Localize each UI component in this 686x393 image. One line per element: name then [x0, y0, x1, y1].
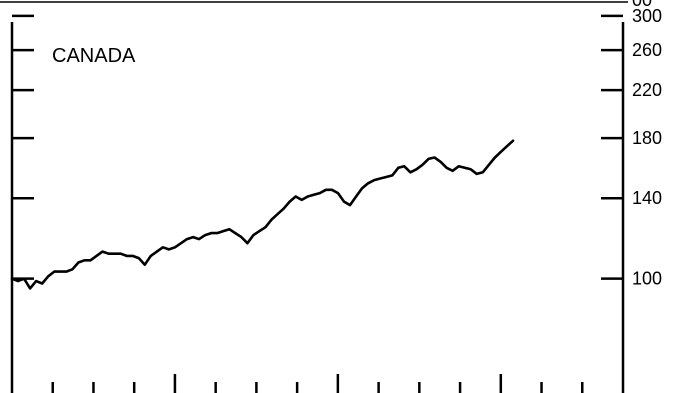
y-tick-label-4: 140 [632, 188, 662, 208]
y-tick-label-0: 300 [632, 6, 662, 26]
series-line [10, 139, 515, 290]
y-axis-ticks: 300 260 220 180 140 100 [12, 6, 662, 289]
y-tick-label-partial: 00 [632, 0, 652, 10]
y-tick-label-1: 260 [632, 40, 662, 60]
y-tick-label-2: 220 [632, 80, 662, 100]
x-axis-ticks [51, 374, 584, 393]
chart-title: CANADA [52, 45, 136, 67]
y-tick-label-3: 180 [632, 128, 662, 148]
y-tick-label-5: 100 [632, 269, 662, 289]
